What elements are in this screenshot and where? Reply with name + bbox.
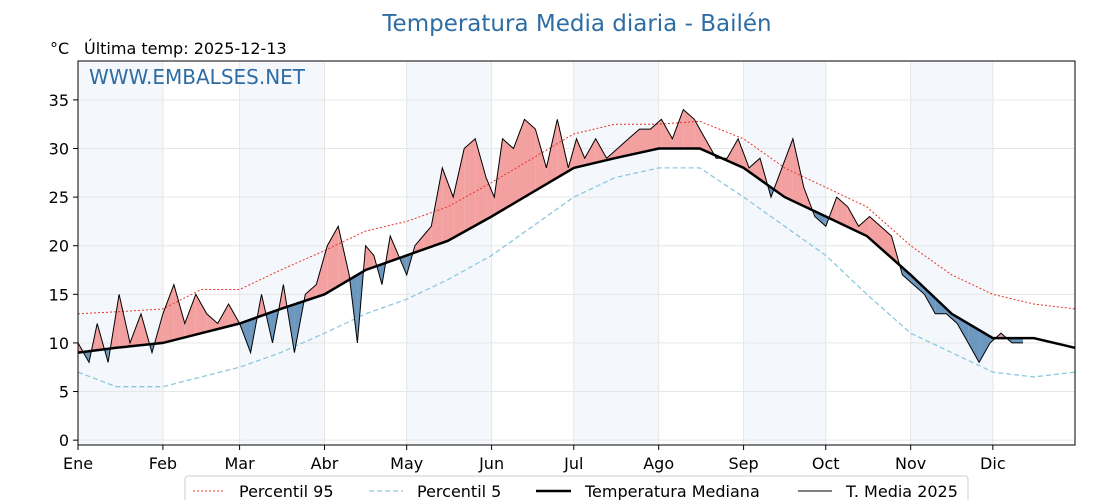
month-band-may — [406, 61, 492, 445]
anomaly-fill-below — [406, 253, 413, 275]
anomaly-fill-above — [661, 119, 673, 149]
series-line-p95 — [77, 120, 1076, 315]
anomaly-fill-above — [535, 129, 547, 191]
anomaly-fill-above — [365, 245, 374, 270]
anomaly-fill-above — [576, 138, 585, 168]
anomaly-fill-above — [683, 109, 695, 149]
anomaly-fill-above — [502, 138, 514, 211]
anomaly-fill-below — [957, 317, 969, 343]
plot-area: WWW.EMBALSES.NET — [77, 60, 1076, 446]
anomaly-fill-above — [173, 284, 185, 341]
y-tick-label-0: 0 — [59, 431, 69, 450]
x-axis-ticks: Ene Feb Mar Abr May Jun Jul Ago Sep Oct Nov Dic — [63, 445, 1006, 473]
anomaly-fill-below — [979, 330, 991, 363]
anomaly-fill-above — [494, 138, 503, 215]
month-band-mar — [239, 61, 325, 445]
anomaly-fill-above — [453, 148, 465, 238]
x-tick-label-mar: Mar — [225, 454, 256, 473]
anomaly-fill-above — [546, 119, 558, 185]
anomaly-fill-above — [672, 109, 684, 149]
anomaly-fill-above — [184, 294, 196, 338]
month-bands — [78, 61, 993, 445]
anomaly-fill-above — [727, 138, 739, 166]
y-tick-label-5: 5 — [59, 383, 69, 402]
watermark: WWW.EMBALSES.NET — [89, 65, 306, 89]
x-tick-label-jun: Jun — [478, 454, 504, 473]
anomaly-fill-above — [464, 138, 476, 232]
legend-label-median: Temperatura Mediana — [584, 482, 760, 500]
y-axis-ticks: 0 5 10 15 20 25 30 35 — [49, 91, 78, 450]
chart-title: Temperatura Media diaria - Bailén — [381, 11, 771, 37]
legend-box — [184, 475, 969, 500]
anomaly-fill-above — [847, 206, 859, 233]
anomaly-fill-above — [206, 313, 218, 332]
y-tick-label-25: 25 — [49, 188, 69, 207]
anomaly-fill-above — [617, 138, 629, 158]
anomaly-fill-above — [390, 236, 399, 262]
legend-label-p5: Percentil 5 — [417, 482, 501, 500]
anomaly-fill-below — [814, 211, 826, 227]
x-tick-label-ago: Ago — [643, 454, 674, 473]
x-tick-label-feb: Feb — [149, 454, 177, 473]
x-tick-label-ene: Ene — [63, 454, 93, 473]
y-tick-label-15: 15 — [49, 285, 69, 304]
x-tick-label-sep: Sep — [729, 454, 759, 473]
y-tick-label-35: 35 — [49, 91, 69, 110]
legend-label-p95: Percentil 95 — [239, 482, 334, 500]
anomaly-fill-above — [162, 284, 174, 343]
anomaly-fill-above — [414, 236, 424, 253]
x-tick-label-oct: Oct — [812, 454, 840, 473]
anomaly-fill-above — [749, 158, 760, 180]
anomaly-fill-above — [316, 245, 328, 298]
anomaly-fill-above — [423, 226, 432, 250]
anomaly-fill-above — [792, 138, 804, 207]
month-band-ene — [78, 61, 163, 445]
anomaly-fill-above — [513, 119, 525, 204]
anomaly-fill-below — [902, 267, 914, 285]
unit-label: °C — [50, 39, 69, 58]
anomaly-fill-above — [639, 129, 651, 153]
x-tick-label-may: May — [390, 454, 423, 473]
series-line-current — [77, 108, 1023, 364]
anomaly-fill-above — [442, 167, 454, 243]
anomaly-fills — [78, 109, 1023, 363]
anomaly-fill-above — [584, 138, 596, 166]
anomaly-fill-above — [195, 294, 207, 335]
month-band-jul — [573, 61, 659, 445]
plot-frame — [77, 60, 1076, 446]
x-tick-label-dic: Dic — [980, 454, 1006, 473]
anomaly-fill-above — [557, 119, 569, 178]
x-tick-label-nov: Nov — [895, 454, 926, 473]
anomaly-fill-above — [475, 138, 487, 226]
anomaly-fill-above — [773, 167, 782, 196]
last-temp-label: Última temp: 2025-12-13 — [84, 39, 287, 58]
anomaly-fill-above — [524, 119, 536, 198]
anomaly-fill-above — [595, 138, 607, 163]
legend: Percentil 95 Percentil 5 Temperatura Med… — [184, 475, 969, 500]
month-band-sep — [743, 61, 826, 445]
y-tick-label-30: 30 — [49, 139, 69, 158]
anomaly-fill-above — [327, 226, 339, 293]
anomaly-fill-above — [781, 138, 793, 201]
anomaly-fill-below — [968, 323, 980, 363]
anomaly-fill-above — [431, 167, 443, 247]
x-tick-label-abr: Abr — [311, 454, 339, 473]
legend-label-current: T. Media 2025 — [845, 482, 958, 500]
anomaly-fill-above — [486, 177, 495, 220]
y-tick-label-10: 10 — [49, 334, 69, 353]
x-tick-label-jul: Jul — [563, 454, 583, 473]
anomaly-fill-below — [924, 287, 936, 314]
y-tick-label-20: 20 — [49, 237, 69, 256]
anomaly-fill-above — [217, 304, 229, 329]
grid-lines — [77, 61, 1075, 445]
month-band-nov — [910, 61, 993, 445]
anomaly-fill-above — [628, 129, 640, 156]
anomaly-fill-above — [338, 226, 350, 287]
anomaly-fill-above — [694, 119, 706, 151]
